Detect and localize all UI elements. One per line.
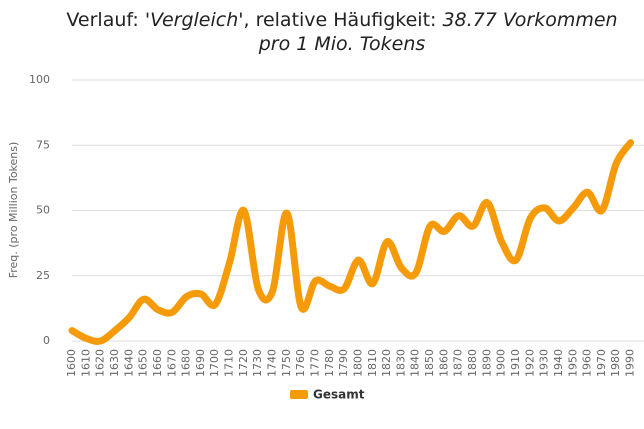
x-tick-label: 1950 bbox=[566, 349, 579, 377]
x-tick-label: 1600 bbox=[65, 349, 78, 377]
x-tick-label: 1930 bbox=[538, 349, 551, 377]
x-tick-label: 1910 bbox=[509, 349, 522, 377]
title-term: 'Vergleich' bbox=[144, 9, 244, 31]
x-tick-label: 1820 bbox=[380, 349, 393, 377]
x-tick-label: 1980 bbox=[609, 349, 622, 377]
x-tick-label: 1970 bbox=[595, 349, 608, 377]
x-tick-label: 1860 bbox=[437, 349, 450, 377]
x-tick-label: 1830 bbox=[394, 349, 407, 377]
x-tick-label: 1690 bbox=[194, 349, 207, 377]
x-tick-label: 1960 bbox=[581, 349, 594, 377]
x-tick-label: 1720 bbox=[237, 349, 250, 377]
x-tick-label: 1780 bbox=[323, 349, 336, 377]
x-tick-label: 1880 bbox=[466, 349, 479, 377]
x-tick-label: 1630 bbox=[108, 349, 121, 377]
x-tick-label: 1990 bbox=[624, 349, 637, 377]
x-tick-label: 1620 bbox=[94, 349, 107, 377]
x-tick-label: 1800 bbox=[351, 349, 364, 377]
x-tick-label: 1700 bbox=[208, 349, 221, 377]
x-tick-label: 1920 bbox=[523, 349, 536, 377]
y-axis-label: Freq. (pro Million Tokens) bbox=[7, 142, 20, 279]
x-tick-label: 1670 bbox=[165, 349, 178, 377]
y-tick-label: 50 bbox=[36, 204, 50, 217]
x-tick-label: 1640 bbox=[122, 349, 135, 377]
legend-label: Gesamt bbox=[313, 388, 365, 402]
x-tick-label: 1900 bbox=[495, 349, 508, 377]
y-tick-label: 25 bbox=[36, 269, 50, 282]
title-prefix: Verlauf: bbox=[66, 9, 139, 31]
y-tick-label: 100 bbox=[29, 73, 50, 86]
x-tick-label: 1760 bbox=[294, 349, 307, 377]
x-tick-label: 1730 bbox=[251, 349, 264, 377]
x-tick-label: 1710 bbox=[223, 349, 236, 377]
x-tick-label: 1650 bbox=[137, 349, 150, 377]
x-tick-label: 1840 bbox=[409, 349, 422, 377]
y-tick-label: 75 bbox=[36, 138, 50, 151]
x-tick-label: 1850 bbox=[423, 349, 436, 377]
chart-title: Verlauf: 'Vergleich', relative Häufigkei… bbox=[62, 8, 622, 56]
line bbox=[68, 139, 635, 345]
x-tick-label: 1870 bbox=[452, 349, 465, 377]
x-tick-label: 1810 bbox=[366, 349, 379, 377]
x-tick-label: 1790 bbox=[337, 349, 350, 377]
x-tick-label: 1740 bbox=[266, 349, 279, 377]
x-tick-label: 1770 bbox=[308, 349, 321, 377]
legend-swatch bbox=[290, 390, 308, 399]
x-tick-label: 1660 bbox=[151, 349, 164, 377]
title-middle: , relative Häufigkeit: bbox=[243, 9, 437, 31]
x-tick-label: 1940 bbox=[552, 349, 565, 377]
x-tick-label: 1750 bbox=[280, 349, 293, 377]
title-frequency: 38.77 Vorkommen pro 1 Mio. Tokens bbox=[258, 9, 618, 55]
y-tick-label: 0 bbox=[43, 334, 50, 347]
x-tick-label: 1680 bbox=[180, 349, 193, 377]
x-tick-label: 1890 bbox=[480, 349, 493, 377]
x-tick-label: 1610 bbox=[79, 349, 92, 377]
